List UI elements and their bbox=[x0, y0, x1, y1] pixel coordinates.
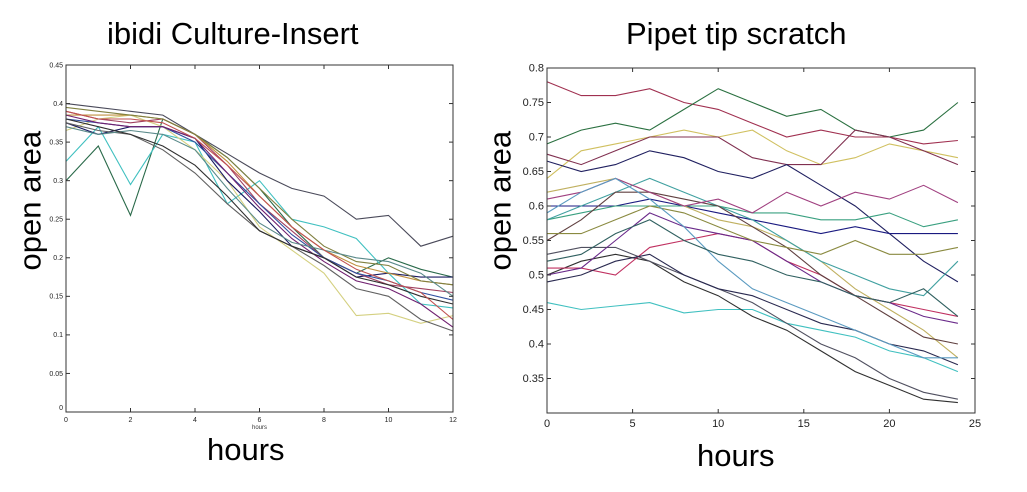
right-x-tick-label: 20 bbox=[883, 418, 895, 430]
left-series-line-1 bbox=[65, 103, 454, 247]
left-series-line-3 bbox=[65, 125, 454, 309]
left-series-line-2 bbox=[65, 118, 454, 278]
left-series-line-7 bbox=[66, 114, 454, 286]
left-series-line-14 bbox=[65, 110, 454, 320]
right-y-tick-label: 0.75 bbox=[523, 97, 544, 109]
right-series-line-1 bbox=[546, 81, 958, 145]
left-series-line-9 bbox=[65, 118, 454, 301]
right-series-line-16 bbox=[547, 205, 959, 255]
left-y-tick-label: 0.15 bbox=[49, 294, 63, 301]
right-series-line-10 bbox=[546, 205, 959, 228]
right-y-tick-label: 0.65 bbox=[523, 166, 544, 178]
left-y-tick-label: 0.4 bbox=[53, 101, 63, 108]
left-y-tick-label: 0.35 bbox=[49, 139, 63, 146]
left-x-tick-label: 8 bbox=[322, 417, 326, 424]
right-y-tick-label: 0.55 bbox=[523, 235, 544, 247]
left-x-axis-small-label: hours bbox=[252, 425, 268, 431]
left-y-tick-label: 0.2 bbox=[53, 255, 63, 262]
right-series-line-20 bbox=[546, 219, 959, 317]
left-series-line-5 bbox=[65, 122, 453, 278]
left-plot-frame bbox=[65, 64, 454, 413]
left-y-tick-label: 0 bbox=[59, 405, 63, 412]
right-plot-frame bbox=[546, 67, 976, 414]
right-series-line-19 bbox=[546, 177, 958, 359]
left-y-tick-label: 0.3 bbox=[53, 178, 63, 185]
right-x-axis-label: hours bbox=[697, 438, 775, 473]
right-series-line-5 bbox=[546, 150, 959, 283]
right-x-tick-label: 5 bbox=[630, 418, 636, 430]
left-y-tick-label: 0.25 bbox=[49, 217, 63, 224]
left-series-line-10 bbox=[65, 106, 454, 286]
right-y-tick-label: 0.8 bbox=[529, 63, 544, 75]
left-x-tick-label: 12 bbox=[449, 417, 457, 424]
left-x-tick-label: 6 bbox=[258, 417, 262, 424]
right-series-line-6 bbox=[546, 302, 959, 373]
right-y-tick-label: 0.35 bbox=[523, 373, 544, 385]
left-x-tick-label: 10 bbox=[385, 417, 393, 424]
right-y-tick-label: 0.5 bbox=[529, 270, 544, 282]
right-series-line-9 bbox=[547, 198, 958, 235]
right-y-tick-label: 0.7 bbox=[529, 132, 544, 144]
right-series-line-13 bbox=[546, 177, 959, 359]
right-y-tick-label: 0.4 bbox=[529, 339, 544, 351]
left-y-tick-label: 0.45 bbox=[49, 62, 63, 69]
right-series-line-15 bbox=[546, 191, 959, 345]
right-x-tick-label: 15 bbox=[798, 418, 810, 430]
left-y-tick-label: 0.05 bbox=[49, 371, 63, 378]
left-x-tick-label: 2 bbox=[129, 417, 133, 424]
left-series-line-13 bbox=[65, 118, 454, 305]
right-x-tick-label: 25 bbox=[969, 418, 981, 430]
right-series-line-2 bbox=[546, 88, 959, 145]
right-series-line-3 bbox=[546, 129, 959, 179]
right-chart-title: Pipet tip scratch bbox=[626, 16, 847, 51]
left-series-line-11 bbox=[65, 114, 454, 328]
left-x-axis-label: hours bbox=[207, 432, 285, 467]
right-series-line-4 bbox=[546, 129, 959, 166]
left-chart-title: ibidi Culture-Insert bbox=[107, 16, 359, 51]
left-x-tick-label: 4 bbox=[193, 417, 197, 424]
left-x-tick-label: 0 bbox=[64, 417, 68, 424]
right-series-line-7 bbox=[546, 253, 958, 404]
left-y-tick-label: 0.1 bbox=[53, 332, 63, 339]
left-series-line-12 bbox=[65, 126, 454, 297]
right-y-tick-label: 0.45 bbox=[523, 304, 544, 316]
right-x-tick-label: 10 bbox=[712, 418, 724, 430]
right-series-line-8 bbox=[546, 246, 959, 400]
right-x-tick-label: 0 bbox=[544, 418, 550, 430]
right-y-tick-label: 0.6 bbox=[529, 201, 544, 213]
